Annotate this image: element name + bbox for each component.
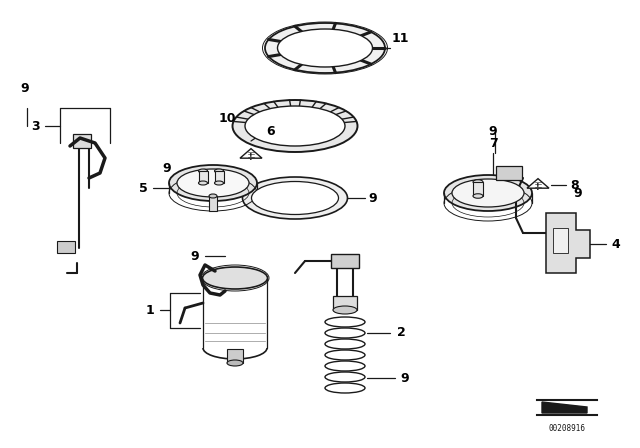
Text: 10: 10: [218, 112, 236, 125]
Bar: [198, 171, 207, 183]
Bar: [333, 296, 357, 310]
Text: 9: 9: [369, 191, 378, 204]
Bar: [57, 241, 75, 253]
Ellipse shape: [452, 179, 524, 207]
Ellipse shape: [278, 29, 372, 67]
Polygon shape: [542, 402, 587, 413]
Text: 00208916: 00208916: [548, 423, 586, 432]
Ellipse shape: [243, 177, 348, 219]
Ellipse shape: [473, 194, 483, 198]
Bar: [496, 166, 522, 180]
Text: 9: 9: [191, 250, 199, 263]
Ellipse shape: [245, 106, 345, 146]
Text: 9: 9: [163, 161, 172, 175]
Text: 1: 1: [146, 303, 154, 316]
Text: 9: 9: [401, 371, 410, 384]
Ellipse shape: [209, 194, 217, 198]
Bar: [227, 349, 243, 363]
Polygon shape: [240, 149, 262, 158]
Text: 9: 9: [573, 186, 582, 199]
Text: 7: 7: [488, 137, 497, 150]
Bar: [209, 196, 217, 211]
Ellipse shape: [202, 267, 268, 289]
Ellipse shape: [444, 175, 532, 211]
Polygon shape: [527, 179, 549, 188]
Text: 9: 9: [20, 82, 29, 95]
Ellipse shape: [214, 169, 223, 173]
Bar: [214, 171, 223, 183]
Bar: [553, 228, 568, 253]
Bar: [473, 182, 483, 196]
Ellipse shape: [214, 181, 223, 185]
Ellipse shape: [198, 181, 207, 185]
Ellipse shape: [333, 306, 357, 314]
Text: 3: 3: [31, 120, 39, 133]
Polygon shape: [546, 213, 590, 273]
Ellipse shape: [232, 100, 358, 152]
Text: 6: 6: [267, 125, 275, 138]
Text: 8: 8: [571, 178, 579, 191]
Text: !: !: [536, 182, 540, 191]
Bar: [331, 254, 359, 268]
Text: !: !: [249, 152, 253, 161]
Ellipse shape: [252, 181, 339, 215]
Text: 9: 9: [489, 125, 497, 138]
Ellipse shape: [198, 169, 207, 173]
Ellipse shape: [177, 169, 249, 197]
Bar: [73, 134, 91, 148]
Ellipse shape: [265, 23, 385, 73]
Text: 11: 11: [391, 31, 409, 44]
Text: 4: 4: [612, 237, 620, 250]
Text: 5: 5: [139, 181, 147, 194]
Ellipse shape: [473, 180, 483, 184]
Ellipse shape: [169, 165, 257, 201]
Ellipse shape: [227, 360, 243, 366]
Text: 2: 2: [397, 327, 405, 340]
